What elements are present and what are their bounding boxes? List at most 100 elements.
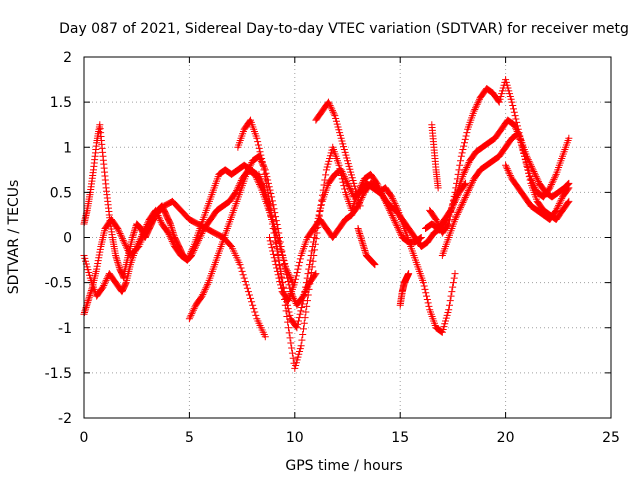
data-point <box>461 180 469 188</box>
data-point <box>274 252 282 260</box>
data-point <box>185 315 193 323</box>
data-point <box>128 234 136 241</box>
data-point <box>434 219 442 227</box>
data-point <box>460 142 468 150</box>
data-point <box>458 200 466 208</box>
data-point <box>156 215 164 223</box>
data-point <box>389 196 397 204</box>
data-point <box>198 230 206 238</box>
data-point <box>450 274 458 282</box>
data-point <box>531 183 539 191</box>
data-point <box>306 256 314 264</box>
data-point <box>462 192 470 200</box>
data-point <box>197 231 205 239</box>
data-point <box>358 236 366 244</box>
data-point <box>85 295 93 303</box>
data-point <box>325 98 333 106</box>
data-point <box>456 161 464 169</box>
data-point <box>462 165 470 173</box>
data-point <box>188 310 196 318</box>
data-point <box>190 305 198 313</box>
data-point <box>468 180 476 188</box>
data-point <box>302 279 310 287</box>
data-point <box>530 168 538 176</box>
data-point <box>118 233 126 241</box>
data-point <box>356 231 364 239</box>
data-point <box>356 202 364 210</box>
data-point <box>85 293 93 301</box>
data-point <box>436 224 444 232</box>
chart-title: Day 087 of 2021, Sidereal Day-to-day VTE… <box>59 21 629 37</box>
data-point <box>389 213 397 221</box>
data-point <box>302 308 310 316</box>
data-point <box>371 261 379 269</box>
data-point <box>466 183 474 191</box>
data-point <box>532 173 540 181</box>
data-point <box>304 291 312 299</box>
data-point <box>118 235 126 243</box>
data-point <box>99 283 107 291</box>
data-point <box>274 271 282 279</box>
data-point <box>243 169 251 177</box>
data-point <box>565 197 573 205</box>
data-point <box>343 178 351 186</box>
data-point <box>460 195 468 203</box>
data-point <box>340 173 348 181</box>
data-point <box>359 192 367 200</box>
data-point <box>303 274 311 282</box>
data-point <box>453 210 461 218</box>
data-point <box>249 301 257 309</box>
data-point <box>450 192 458 200</box>
data-point <box>264 202 272 210</box>
data-point <box>328 107 336 115</box>
data-point <box>291 279 299 287</box>
data-point <box>452 184 460 192</box>
data-point <box>304 270 312 278</box>
data-point <box>284 305 292 313</box>
data-point <box>113 257 121 265</box>
data-point <box>81 309 89 317</box>
data-point <box>199 228 207 236</box>
data-point <box>281 264 289 272</box>
data-point <box>552 206 560 214</box>
data-point <box>113 255 121 263</box>
data-point <box>513 122 521 130</box>
data-point <box>265 205 273 213</box>
x-tick-label: 0 <box>80 430 89 446</box>
data-point <box>120 238 128 246</box>
data-point <box>422 289 430 297</box>
data-point <box>268 244 276 252</box>
data-point <box>390 217 398 225</box>
data-point <box>277 270 285 278</box>
data-point <box>114 260 122 268</box>
data-point <box>330 110 338 118</box>
data-point <box>306 280 314 288</box>
data-point <box>272 261 280 269</box>
data-point <box>463 129 471 137</box>
data-point <box>244 167 252 175</box>
data-point <box>449 196 457 204</box>
data-point <box>391 200 399 208</box>
x-tick-label: 25 <box>602 430 620 446</box>
data-point <box>564 199 572 207</box>
data-point <box>463 164 471 172</box>
y-tick-label: 1.5 <box>50 95 72 111</box>
data-point <box>247 160 255 168</box>
data-point <box>530 182 538 190</box>
data-point <box>432 215 440 223</box>
data-point <box>192 241 200 249</box>
data-point <box>255 144 263 152</box>
data-point <box>460 169 468 177</box>
data-point <box>116 230 124 238</box>
data-point <box>103 275 111 283</box>
data-point <box>421 285 429 293</box>
data-point <box>344 181 352 189</box>
grid-layer <box>84 57 611 418</box>
data-point <box>446 212 454 220</box>
data-point <box>294 320 302 328</box>
x-tick-label: 15 <box>391 430 409 446</box>
data-point <box>457 152 465 160</box>
data-point <box>308 247 316 255</box>
data-point <box>506 171 514 179</box>
data-point <box>472 102 480 110</box>
